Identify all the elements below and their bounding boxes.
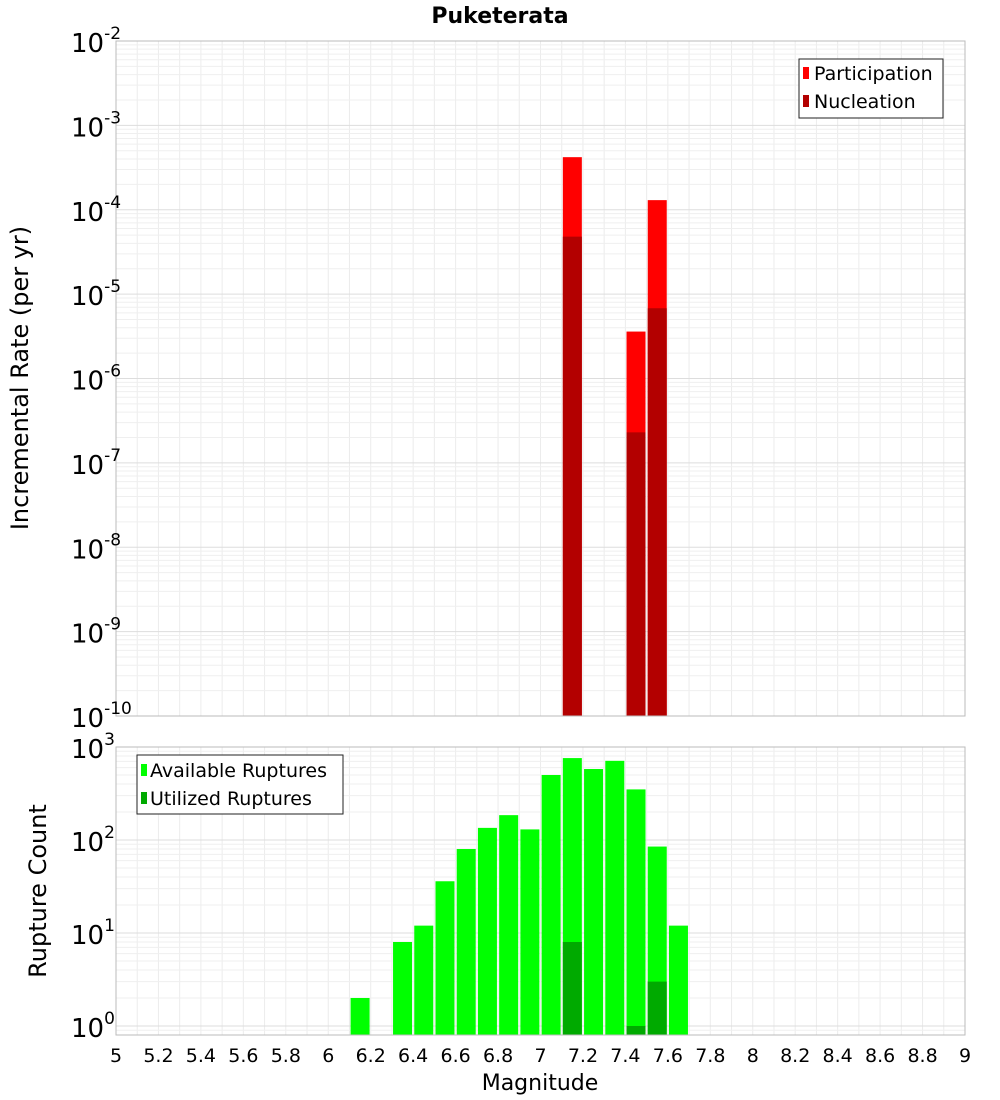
legend-label-available: Available Ruptures — [150, 760, 327, 782]
x-tick-label: 6.2 — [356, 1045, 386, 1067]
x-tick-label: 7 — [534, 1045, 546, 1067]
top-grid — [115, 40, 966, 717]
legend-swatch-participation — [803, 67, 809, 79]
bottom-y-tick-label: 101 — [71, 916, 115, 951]
x-tick-label: 8.6 — [865, 1045, 895, 1067]
bottom-bar-a-6_75 — [477, 827, 497, 1035]
x-tick-label: 5.2 — [143, 1045, 173, 1067]
top-bar-b-7_45 — [626, 432, 646, 716]
top-y-tick-label: 10-6 — [71, 362, 121, 397]
top-y-tick-label: 10-8 — [71, 530, 121, 565]
bottom-bar-a-6_55 — [435, 881, 455, 1035]
bottom-y-tick-labels: 103 102 101 100 — [71, 730, 115, 1044]
x-tick-label: 7.2 — [568, 1045, 598, 1067]
top-y-tick-labels: 10-2 10-3 10-4 10-5 10-6 10-7 10-8 10-9 10-10 — [71, 24, 132, 734]
legend-label-participation: Participation — [814, 63, 933, 85]
top-y-tick-label: 10-4 — [71, 193, 121, 228]
top-bars — [562, 157, 667, 717]
x-tick-label: 8.4 — [823, 1045, 853, 1067]
top-y-tick-label: 10-7 — [71, 446, 121, 481]
x-tick-label: 8 — [747, 1045, 759, 1067]
top-y-tick-label: 10-2 — [71, 24, 121, 59]
bottom-y-tick-label: 102 — [71, 823, 115, 858]
x-tick-label: 6.8 — [483, 1045, 513, 1067]
top-legend-box — [798, 58, 944, 119]
bottom-plot-frame — [115, 746, 966, 1036]
bottom-y-axis-label: Rupture Count — [24, 804, 52, 978]
top-y-tick-label: 10-9 — [71, 615, 121, 650]
bottom-bar-a-6_45 — [414, 925, 434, 1035]
x-tick-label: 7.4 — [610, 1045, 640, 1067]
bottom-bar-a-7_65 — [668, 925, 688, 1035]
bottom-bars — [350, 758, 688, 1035]
x-tick-label: 9 — [959, 1045, 971, 1067]
bottom-y-tick-label: 100 — [71, 1009, 115, 1044]
top-plot-frame — [115, 40, 966, 717]
x-tick-label: 6 — [322, 1045, 334, 1067]
x-tick-label: 5 — [110, 1045, 122, 1067]
bottom-bar-a-7_05 — [541, 774, 561, 1035]
bottom-bar-a-6_65 — [456, 849, 476, 1035]
bottom-bar-b-7_15 — [562, 942, 582, 1035]
top-y-tick-label: 10-3 — [71, 108, 121, 143]
bottom-bar-a-7_45 — [626, 789, 646, 1035]
x-tick-label: 5.6 — [228, 1045, 258, 1067]
bottom-y-tick-label: 103 — [71, 730, 115, 765]
bottom-bar-a-6_95 — [520, 829, 540, 1035]
bottom-legend: Available Ruptures Utilized Ruptures — [136, 754, 344, 815]
x-tick-label: 7.8 — [695, 1045, 725, 1067]
top-bar-b-7_15 — [562, 236, 582, 716]
top-legend: Participation Nucleation — [798, 58, 944, 119]
bottom-legend-box — [136, 754, 344, 815]
chart-title: Puketerata — [431, 4, 568, 29]
legend-label-utilized: Utilized Ruptures — [150, 788, 312, 810]
top-bar-b-7_55 — [647, 308, 667, 716]
x-tick-label: 5.4 — [186, 1045, 216, 1067]
bottom-bar-b-7_45 — [626, 1025, 646, 1035]
bottom-bar-a-6_15 — [350, 997, 370, 1035]
legend-swatch-available — [141, 764, 147, 776]
top-y-axis-label: Incremental Rate (per yr) — [6, 226, 34, 530]
legend-swatch-nucleation — [803, 95, 809, 107]
bottom-bar-a-6_35 — [393, 942, 413, 1035]
x-tick-label: 6.6 — [440, 1045, 470, 1067]
legend-swatch-utilized — [141, 792, 147, 804]
bottom-bar-a-7_35 — [605, 760, 625, 1035]
bottom-bar-b-7_55 — [647, 981, 667, 1035]
x-tick-label: 8.2 — [780, 1045, 810, 1067]
bottom-bar-a-7_25 — [584, 769, 604, 1035]
bottom-bar-a-6_85 — [499, 815, 519, 1035]
bottom-x-tick-labels: 5 5.2 5.4 5.6 5.8 6 6.2 6.4 6.6 6.8 7 7.2 7.4 7.6 7.8 8… — [110, 1045, 971, 1067]
x-tick-label: 8.8 — [907, 1045, 937, 1067]
x-tick-label: 7.6 — [653, 1045, 683, 1067]
x-axis-label: Magnitude — [482, 1071, 599, 1096]
legend-label-nucleation: Nucleation — [814, 91, 916, 113]
x-tick-label: 6.4 — [398, 1045, 428, 1067]
top-y-tick-label: 10-10 — [71, 699, 132, 734]
top-y-tick-label: 10-5 — [71, 277, 121, 312]
x-tick-label: 5.8 — [271, 1045, 301, 1067]
